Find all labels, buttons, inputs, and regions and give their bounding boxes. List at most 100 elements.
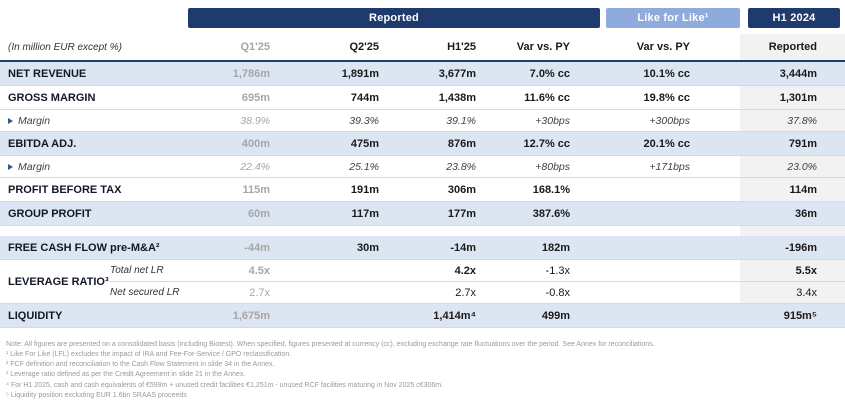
- net-revenue-lfl-var: 10.1% cc: [600, 61, 741, 86]
- table-row-ebitda-adj: EBITDA ADJ. 400m 475m 876m 12.7% cc 20.1…: [0, 131, 845, 156]
- net-revenue-var: 7.0% cc: [490, 61, 601, 86]
- gross-margin-pct-h1: 39.1%: [395, 109, 491, 132]
- gross-margin-lfl-var: 19.8% cc: [600, 85, 741, 110]
- table-row-profit-before-tax: PROFIT BEFORE TAX 115m 191m 306m 168.1% …: [0, 177, 845, 202]
- net-secured-lr-lfl-var: [600, 281, 741, 304]
- column-group-header: Reported Like for Like¹ H1 2024: [0, 8, 845, 28]
- margin-label: Margin: [18, 160, 51, 173]
- h1-2024-group-pill: H1 2024: [748, 8, 840, 28]
- table-row-gross-margin-pct: Margin 38.9% 39.3% 39.1% +30bps +300bps …: [0, 109, 845, 132]
- spacer-cell-right: [740, 225, 845, 236]
- col-header-q1-25: Q1'25: [188, 34, 301, 62]
- table-row-liquidity: LIQUIDITY 1,675m 1,414m⁴ 499m 915m⁵: [0, 303, 845, 328]
- net-secured-lr-q2: [300, 281, 396, 304]
- footnote-3: ³ Leverage ratio defined as per the Cred…: [6, 371, 246, 379]
- total-net-lr-q2: [300, 259, 396, 282]
- reported-group-pill: Reported: [188, 8, 600, 28]
- ebitda-lfl-var: 20.1% cc: [600, 131, 741, 156]
- row-label: LIQUIDITY: [0, 303, 189, 328]
- total-net-lr-h1: 4.2x: [395, 259, 491, 282]
- financial-results-table: (In million EUR except %) Q1'25 Q2'25 H1…: [0, 34, 845, 328]
- gross-margin-q2: 744m: [300, 85, 396, 110]
- margin-label: Margin: [18, 114, 51, 127]
- pbt-q1: 115m: [188, 177, 301, 202]
- gross-margin-var: 11.6% cc: [490, 85, 601, 110]
- col-header-lfl-var-vs-py: Var vs. PY: [600, 34, 741, 62]
- liquidity-h1: 1,414m⁴: [395, 303, 491, 328]
- ebitda-var: 12.7% cc: [490, 131, 601, 156]
- footnotes: Note: All figures are presented on a con…: [6, 340, 835, 401]
- net-secured-lr-q1: 2.7x: [188, 281, 301, 304]
- row-label: Margin: [0, 109, 189, 132]
- ebitda-margin-h1-2024: 23.0%: [740, 155, 845, 178]
- ebitda-q1: 400m: [188, 131, 301, 156]
- table-row-leverage-total-net: LEVERAGE RATIO³ Total net LR 4.5x 4.2x -…: [0, 259, 845, 304]
- gross-margin-pct-q1: 38.9%: [188, 109, 301, 132]
- liquidity-q2: [300, 303, 396, 328]
- row-label: GROSS MARGIN: [0, 85, 189, 110]
- fcf-q1: -44m: [188, 236, 301, 260]
- row-label: EBITDA ADJ.: [0, 131, 189, 156]
- col-header-var-vs-py: Var vs. PY: [490, 34, 601, 62]
- net-secured-lr-h1: 2.7x: [395, 281, 491, 304]
- pbt-var: 168.1%: [490, 177, 601, 202]
- gross-margin-pct-h1-2024: 37.8%: [740, 109, 845, 132]
- unit-label: (In million EUR except %): [0, 34, 189, 62]
- liquidity-h1-2024: 915m⁵: [740, 303, 845, 328]
- group-profit-h1: 177m: [395, 201, 491, 226]
- ebitda-h1: 876m: [395, 131, 491, 156]
- fcf-h1-2024: -196m: [740, 236, 845, 260]
- group-profit-var: 387.6%: [490, 201, 601, 226]
- pills-right-spacer: [840, 8, 845, 28]
- pills-left-spacer: [0, 8, 188, 28]
- ebitda-margin-lfl-var: +171bps: [600, 155, 741, 178]
- footnote-4: ⁴ For H1 2025, cash and cash equivalents…: [6, 381, 444, 389]
- total-net-lr-label: Total net LR: [110, 259, 189, 282]
- row-label: FREE CASH FLOW pre-M&A²: [0, 236, 189, 260]
- ebitda-q2: 475m: [300, 131, 396, 156]
- pbt-h1: 306m: [395, 177, 491, 202]
- table-row-leverage-net-secured: Net secured LR 2.7x 2.7x -0.8x 3.4x: [0, 281, 845, 304]
- footnote-1: ¹ Like For Like (LFL) excludes the impac…: [6, 351, 292, 359]
- liquidity-var: 499m: [490, 303, 601, 328]
- ebitda-margin-h1: 23.8%: [395, 155, 491, 178]
- col-header-h1-2024-reported: Reported: [740, 34, 845, 62]
- column-header-row: (In million EUR except %) Q1'25 Q2'25 H1…: [0, 34, 845, 62]
- gross-margin-h1-2024: 1,301m: [740, 85, 845, 110]
- col-header-h1-25: H1'25: [395, 34, 491, 62]
- footnote-2: ² FCF definition and reconciliation to t…: [6, 361, 275, 369]
- total-net-lr-h1-2024: 5.5x: [740, 259, 845, 282]
- net-secured-lr-var: -0.8x: [490, 281, 601, 304]
- row-label: GROUP PROFIT: [0, 201, 189, 226]
- fcf-lfl-var: [600, 236, 741, 260]
- group-profit-q2: 117m: [300, 201, 396, 226]
- net-secured-lr-label: Net secured LR: [110, 281, 189, 304]
- fcf-q2: 30m: [300, 236, 396, 260]
- table-row-ebitda-margin-pct: Margin 22.4% 25.1% 23.8% +80bps +171bps …: [0, 155, 845, 178]
- row-label: NET REVENUE: [0, 61, 189, 86]
- group-profit-q1: 60m: [188, 201, 301, 226]
- gross-margin-pct-q2: 39.3%: [300, 109, 396, 132]
- row-label: Margin: [0, 155, 189, 178]
- leverage-ratio-label: LEVERAGE RATIO³: [0, 259, 110, 304]
- gross-margin-pct-lfl-var: +300bps: [600, 109, 741, 132]
- fcf-h1: -14m: [395, 236, 491, 260]
- pills-gap-2: [740, 8, 748, 28]
- liquidity-lfl-var: [600, 303, 741, 328]
- net-secured-lr-h1-2024: 3.4x: [740, 281, 845, 304]
- footnote-general: Note: All figures are presented on a con…: [6, 341, 655, 348]
- gross-margin-pct-var: +30bps: [490, 109, 601, 132]
- group-profit-lfl-var: [600, 201, 741, 226]
- row-label: PROFIT BEFORE TAX: [0, 177, 189, 202]
- net-revenue-q1: 1,786m: [188, 61, 301, 86]
- like-for-like-group-pill: Like for Like¹: [606, 8, 740, 28]
- fcf-var: 182m: [490, 236, 601, 260]
- table-row-free-cash-flow: FREE CASH FLOW pre-M&A² -44m 30m -14m 18…: [0, 236, 845, 260]
- net-revenue-h1-2024: 3,444m: [740, 61, 845, 86]
- col-header-q2-25: Q2'25: [300, 34, 396, 62]
- section-spacer: [0, 225, 845, 236]
- table-row-net-revenue: NET REVENUE 1,786m 1,891m 3,677m 7.0% cc…: [0, 61, 845, 86]
- liquidity-q1: 1,675m: [188, 303, 301, 328]
- margin-arrow-icon: [8, 163, 13, 170]
